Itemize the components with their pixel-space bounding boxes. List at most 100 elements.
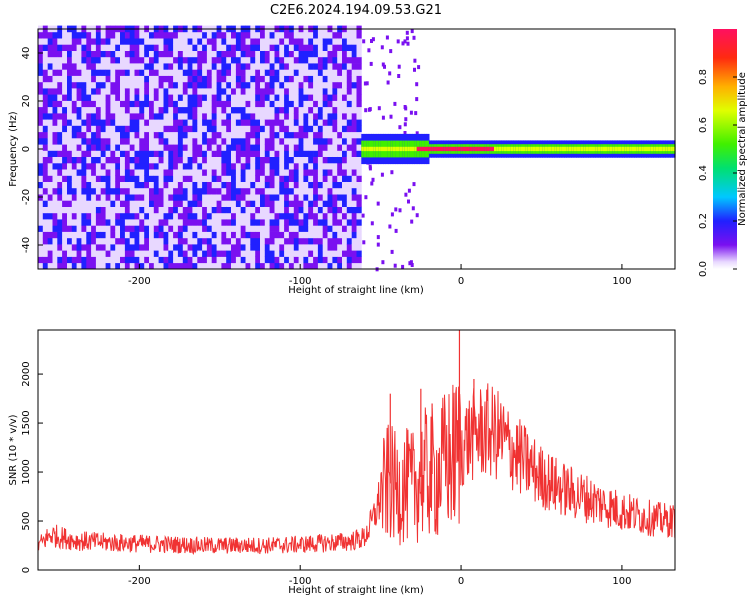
heat-cell <box>42 262 48 270</box>
heat-cell <box>235 50 242 58</box>
heat-cell <box>163 250 169 257</box>
heat-cell <box>250 150 256 157</box>
heat-cell <box>255 175 261 182</box>
signal-band-core <box>573 146 577 152</box>
heat-cell <box>351 44 357 51</box>
heat-cell <box>38 212 44 220</box>
heat-cell <box>211 44 217 51</box>
heat-cell <box>139 94 145 101</box>
heat-cell <box>182 194 188 201</box>
heat-cell <box>264 88 270 95</box>
heat-cell <box>293 206 299 214</box>
heat-cell <box>42 212 48 220</box>
heat-cell <box>380 45 384 50</box>
heat-cell <box>288 262 295 270</box>
heat-cell <box>129 125 135 133</box>
heat-cell <box>163 150 169 157</box>
heat-cell <box>91 181 97 189</box>
heat-cell <box>226 212 232 220</box>
heat-cell <box>38 125 44 133</box>
heat-cell <box>322 131 328 139</box>
heat-cell <box>342 94 348 101</box>
heat-cell <box>168 81 174 89</box>
heat-cell <box>221 156 227 164</box>
heat-cell <box>351 125 357 133</box>
heat-cell <box>81 237 87 245</box>
heat-cell <box>337 94 343 101</box>
heat-cell <box>81 187 87 195</box>
heat-cell <box>67 56 73 64</box>
heat-cell <box>274 56 280 64</box>
signal-band-core <box>361 146 365 152</box>
heat-cell <box>279 206 285 214</box>
heat-cell <box>163 131 169 139</box>
heat-cell <box>346 125 352 133</box>
heat-cell <box>269 144 275 151</box>
heat-cell <box>274 75 280 83</box>
heat-cell <box>144 231 150 239</box>
heat-cell <box>129 244 135 251</box>
heat-cell <box>216 212 222 220</box>
signal-band-core <box>590 146 594 152</box>
heat-cell <box>255 31 261 39</box>
heat-cell <box>231 244 237 251</box>
heat-cell <box>279 256 285 264</box>
heat-cell <box>62 63 68 70</box>
heat-cell <box>120 94 126 101</box>
heat-cell <box>260 237 266 245</box>
heat-cell <box>129 175 135 182</box>
heat-cell <box>322 138 328 145</box>
heat-cell <box>364 108 368 113</box>
heat-cell <box>134 206 140 214</box>
heat-cell <box>317 250 324 257</box>
heat-cell <box>346 106 352 114</box>
signal-band-core <box>399 146 403 152</box>
heat-cell <box>100 262 106 270</box>
heat-cell <box>197 156 203 164</box>
heat-cell <box>57 56 63 64</box>
heat-cell <box>346 244 352 251</box>
heat-cell <box>67 100 73 108</box>
heat-cell <box>47 231 53 239</box>
heat-cell <box>260 69 266 76</box>
heat-cell <box>342 225 348 232</box>
heat-cell <box>240 88 246 95</box>
heat-cell <box>308 156 314 164</box>
heat-cell <box>76 131 82 139</box>
heat-cell <box>206 125 213 133</box>
heat-cell <box>351 69 357 76</box>
heat-cell <box>274 194 280 201</box>
heat-cell <box>351 237 357 245</box>
heat-cell <box>129 69 135 76</box>
heat-cell <box>298 262 304 270</box>
heat-cell <box>409 260 413 265</box>
heat-cell <box>67 156 73 164</box>
heat-cell <box>187 150 193 157</box>
heat-cell <box>149 113 155 120</box>
heat-cell <box>264 113 270 120</box>
heat-cell <box>81 63 87 70</box>
snr-x-ticks: -200 -100 0 100 <box>128 565 631 587</box>
heat-cell <box>216 206 222 214</box>
heat-cell <box>62 100 68 108</box>
heat-cell <box>177 144 184 151</box>
heat-cell <box>255 262 261 270</box>
heat-cell <box>38 106 44 114</box>
heat-cell <box>337 212 343 220</box>
heat-cell <box>245 194 251 201</box>
heat-cell <box>211 131 217 139</box>
heat-cell <box>308 44 314 51</box>
heat-cell <box>202 225 208 232</box>
heat-cell <box>337 219 343 226</box>
heat-cell <box>337 50 343 58</box>
heat-cell <box>245 144 251 151</box>
heat-cell <box>269 175 275 182</box>
snr-spikes <box>389 330 475 484</box>
heat-cell <box>235 131 242 139</box>
heat-cell <box>47 31 53 39</box>
heat-cell <box>129 194 135 201</box>
heat-cell <box>86 94 92 101</box>
signal-band-core <box>547 146 551 152</box>
heat-cell <box>288 244 295 251</box>
heat-cell <box>52 75 58 83</box>
